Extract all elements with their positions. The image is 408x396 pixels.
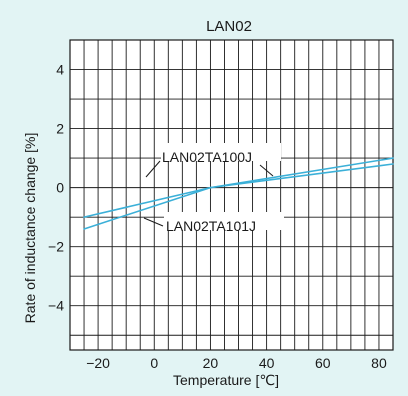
annotation-leader-line (259, 164, 274, 177)
plot-frame (69, 39, 394, 351)
x-tick-labels: −20 0 20 40 60 80 (86, 355, 387, 371)
chart-title: LAN02 (206, 18, 252, 35)
y-tick-label: −2 (48, 239, 64, 255)
series-lines (83, 157, 394, 230)
x-axis-title: Temperature [℃] (173, 372, 279, 388)
annotation-background (164, 212, 284, 230)
y-tick-label: 0 (56, 180, 64, 196)
x-tick-label: 0 (150, 355, 158, 371)
x-tick-label: −20 (86, 355, 110, 371)
y-axis-title: Rate of inductance change [%] (22, 133, 38, 324)
y-tick-label: 2 (56, 121, 64, 137)
x-tick-label: 80 (371, 355, 387, 371)
x-tick-label: 40 (259, 355, 275, 371)
series-annotations: LAN02TA100J LAN02TA101J (143, 143, 284, 234)
x-tick-label: 60 (315, 355, 331, 371)
series-annotation-label: LAN02TA101J (166, 218, 256, 234)
y-tick-labels: 4 2 0 −2 −4 (48, 62, 64, 314)
series-annotation-label: LAN02TA100J (162, 149, 252, 165)
annotation-leader-line (145, 160, 161, 178)
x-tick-label: 20 (203, 355, 219, 371)
annotation-leader-line (143, 217, 164, 227)
series-line-segment (209, 163, 394, 189)
annotation-background (161, 143, 281, 161)
plot-area (69, 39, 394, 351)
y-tick-label: −4 (48, 298, 64, 314)
y-tick-label: 4 (56, 62, 64, 78)
series-line-segment (209, 157, 394, 189)
gridlines (69, 39, 394, 350)
series-line-segment (83, 186, 212, 218)
series-line-segment (83, 186, 212, 230)
